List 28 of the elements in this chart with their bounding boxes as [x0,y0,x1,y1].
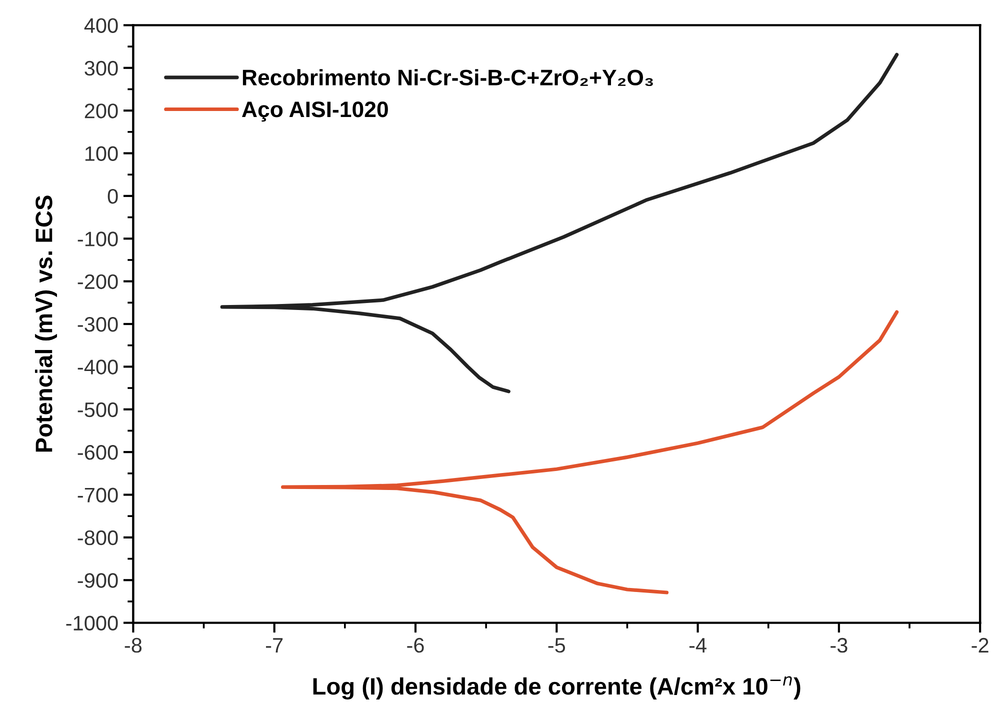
y-tick-label: 400 [84,18,118,33]
line-series [281,310,899,594]
y-tick-label: -600 [78,445,118,460]
x-tick-label: -3 [830,638,848,653]
y-tick-label: 300 [84,60,118,76]
y-tick-label: 100 [85,146,118,162]
legend-label: Aço AISI-1020 [242,102,388,122]
y-tick-label: 200 [84,104,118,118]
x-tick-label: -7 [266,638,283,652]
y-tick-label: -900 [78,573,118,588]
y-tick-label: 0 [108,188,118,204]
y-tick-label: -200 [78,274,118,290]
y-tick-label: -500 [78,402,118,418]
y-tick-label: -300 [78,317,118,332]
x-tick-label: -8 [124,638,142,653]
y-tick-label: -700 [78,488,118,502]
y-axis-title: Potencial (mV) vs. ECS [34,196,57,452]
line-series [220,52,899,394]
x-tick-label: -2 [972,638,988,652]
y-tick-label: -800 [78,530,118,546]
x-tick-label: -4 [689,638,706,652]
x-tick-label: -6 [407,638,424,653]
y-tick-label: -100 [78,232,118,246]
y-tick-label: -400 [78,360,118,374]
y-tick-label: -1000 [66,616,118,631]
x-axis-title: Log (I) densidade de corrente (A/cm²x 10$^{−n}$) [313,676,800,700]
x-tick-label: -5 [548,638,566,653]
legend-label: Recobrimento Ni-Cr-Si-B-C+ZrO₂+Y₂O₃ [242,69,653,86]
